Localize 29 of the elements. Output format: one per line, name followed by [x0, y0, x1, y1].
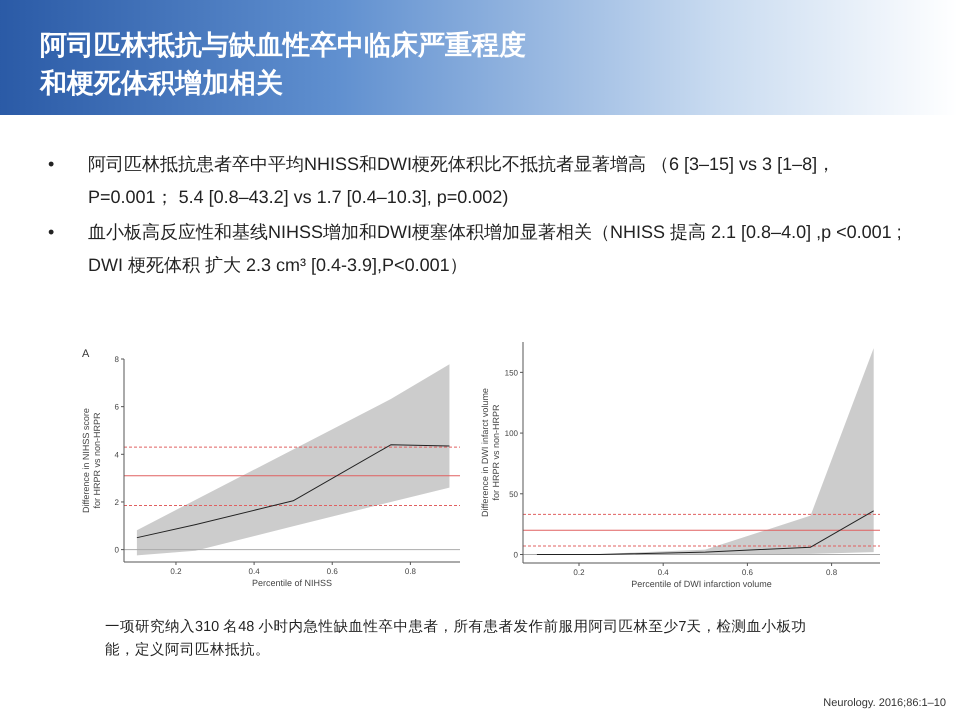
text: • 血小板高反应性和基线NIHSS增加和DWI梗塞体积增加显著相关（NHISS 提高 2.1 [0.8–4.0] ,p <0.001 ; DWI 梗死体积 扩大 2.3 cm³ [0.4-3.9],P<0.001）: [48, 222, 902, 275]
x-tick-label: 0.2: [170, 567, 182, 576]
y-axis-title: Difference in DWI infarct volume for HRPR vs non-HRPR: [480, 388, 501, 517]
x-tick-label: 0.8: [826, 568, 838, 577]
x-tick-label: 0.2: [573, 568, 586, 577]
y-tick-label: 100: [504, 429, 519, 438]
text: 阿司匹林抵抗与缺血性卒中临床严重程度和梗死体积增加相关: [40, 29, 527, 100]
y-tick-label: 4: [114, 450, 120, 460]
text: • 阿司匹林抵抗患者卒中平均NHISS和DWI梗死体积比不抵抗者显著增高 （6 [3–15] vs 3 [1–8]， P=0.001； 5.4 [0.8–43.2] vs 1.7 [0.4–10.3], p=0.002): [48, 154, 836, 207]
line-series: [536, 510, 874, 555]
x-tick-label: 0.4: [248, 567, 260, 576]
text: Neurology. 2016;86:1–10: [823, 697, 946, 709]
y-tick-label: 150: [504, 368, 519, 378]
y-tick-label: 2: [114, 498, 120, 507]
x-tick-label: 0.8: [404, 567, 416, 576]
y-tick-label: 50: [509, 490, 519, 499]
y-axis-title: Difference in NIHSS score for HRPR vs non-HRPR: [81, 408, 102, 513]
y-tick-label: 0: [114, 546, 120, 555]
y-tick-label: 8: [114, 355, 120, 364]
x-tick-label: 0.4: [658, 568, 670, 577]
x-tick-label: 0.6: [742, 568, 754, 577]
x-axis-title: Percentile of NIHSS: [252, 578, 332, 588]
x-tick-label: 0.6: [326, 567, 338, 576]
text: 一项研究纳入310 名48 小时内急性缺血性卒中患者，所有患者发作前服用阿司匹林至少7天，检测血小板功能，定义阿司匹林抵抗。: [105, 618, 808, 660]
y-tick-label: 6: [114, 402, 120, 412]
text: A: [82, 348, 90, 360]
y-tick-label: 0: [514, 550, 519, 560]
x-axis-title: Percentile of DWI infarction volume: [631, 579, 772, 589]
line-series: [136, 444, 450, 538]
